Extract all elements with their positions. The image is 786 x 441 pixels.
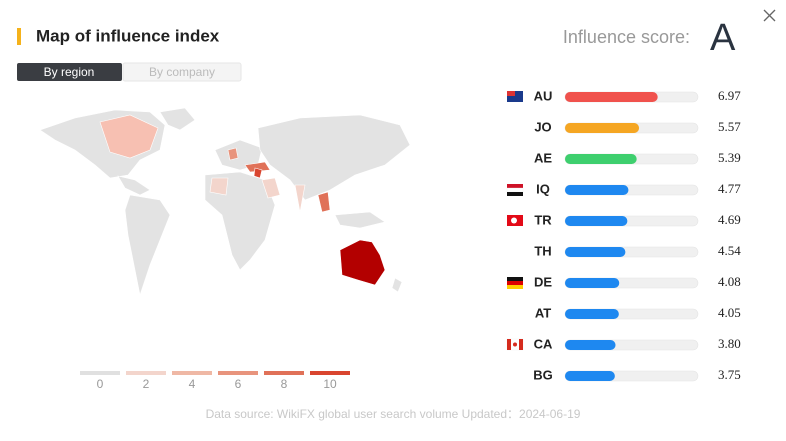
- flag: [507, 91, 523, 102]
- tab[interactable]: [122, 62, 242, 82]
- flag: [511, 217, 517, 224]
- country-code: TR: [534, 212, 552, 227]
- bar: [565, 123, 640, 133]
- country-code: CA: [534, 336, 553, 351]
- value-label: 3.75: [718, 367, 741, 382]
- bar: [565, 309, 619, 319]
- bar: [565, 340, 616, 350]
- legend-swatch: [172, 371, 212, 375]
- bar: [565, 185, 629, 195]
- title-accent: [17, 28, 21, 45]
- flag-de: [507, 277, 523, 289]
- country-code: AT: [535, 305, 551, 320]
- germany: [227, 147, 239, 161]
- flag: [507, 184, 523, 188]
- new-zealand: [391, 277, 403, 293]
- value-label: 4.05: [718, 305, 741, 320]
- data-source: Data source: WikiFX global user search v…: [206, 407, 581, 421]
- turkey: [244, 161, 271, 173]
- flag-ca: [506, 338, 524, 351]
- flag: [507, 192, 523, 196]
- bar: [565, 247, 626, 257]
- score: A: [710, 17, 736, 59]
- legend-label: 10: [323, 377, 337, 391]
- country-code: BG: [533, 367, 553, 382]
- world-map: [39, 107, 411, 297]
- bar: [565, 154, 637, 164]
- legend-label: 2: [143, 377, 150, 391]
- value-label: 4.77: [718, 181, 741, 196]
- indonesia: [334, 211, 386, 229]
- flag: [506, 187, 524, 193]
- flag: [513, 342, 517, 347]
- country-code: JO: [534, 119, 551, 134]
- title: Map of influence index: [36, 26, 220, 45]
- legend-label: 8: [281, 377, 288, 391]
- tab-active[interactable]: [17, 63, 122, 81]
- bar: [565, 216, 628, 226]
- flag: [507, 91, 515, 96]
- country-code: TH: [534, 243, 551, 258]
- bar: [565, 278, 620, 288]
- flag: [507, 339, 511, 350]
- asia: [257, 114, 411, 201]
- close-button[interactable]: [763, 9, 776, 22]
- legend-label: 6: [235, 377, 242, 391]
- score-label: Influence score:: [563, 27, 690, 47]
- north-africa: [209, 177, 229, 196]
- ranking-list: AU 6.97 JO 5.57 AE 5.39 IQ 4.77 TR 4.69 TH 4.54 DE 4.…: [533, 88, 741, 382]
- legend-swatch: [126, 371, 166, 375]
- arabia: [261, 177, 281, 199]
- legend-swatch: [80, 371, 120, 375]
- country-code: DE: [534, 274, 552, 289]
- greenland: [159, 107, 196, 131]
- value-label: 4.08: [718, 274, 741, 289]
- legend-label: 4: [189, 377, 196, 391]
- value-label: 4.54: [718, 243, 741, 258]
- value-label: 5.57: [718, 119, 741, 134]
- value-label: 5.39: [718, 150, 741, 165]
- africa: [204, 171, 276, 271]
- india: [294, 184, 306, 213]
- country-code: IQ: [536, 181, 550, 196]
- value-label: 6.97: [718, 88, 741, 103]
- legend-label: 0: [97, 377, 104, 391]
- flag: [519, 339, 523, 350]
- country-code: AU: [534, 88, 553, 103]
- legend-swatch: [218, 371, 258, 375]
- flag: [507, 277, 523, 281]
- tab-label[interactable]: By company: [149, 65, 215, 79]
- legend-swatch: [264, 371, 304, 375]
- tab-label[interactable]: By region: [44, 65, 95, 79]
- flag-au: [507, 91, 523, 102]
- australia: [339, 239, 386, 286]
- flag-tr: [507, 215, 523, 226]
- bar: [565, 371, 615, 381]
- value-label: 4.69: [718, 212, 741, 227]
- thailand: [317, 191, 331, 213]
- flag-iq: [506, 184, 524, 196]
- central-america: [117, 175, 151, 196]
- bar: [565, 92, 658, 102]
- canada: [99, 114, 159, 159]
- flag: [507, 281, 523, 285]
- south-america: [124, 194, 171, 297]
- flag: [507, 285, 523, 289]
- map-legend: 0 2 4 6 8 10: [80, 371, 350, 391]
- value-label: 3.80: [718, 336, 741, 351]
- iraq: [253, 167, 263, 179]
- country-code: AE: [534, 150, 552, 165]
- close-icon[interactable]: [763, 9, 776, 22]
- legend-swatch: [310, 371, 350, 375]
